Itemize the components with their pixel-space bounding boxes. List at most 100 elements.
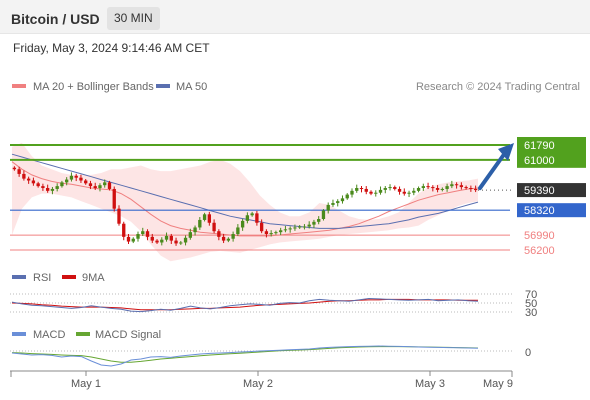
candle-body (136, 234, 140, 239)
candle-body (60, 182, 64, 187)
rsi-tick-70: 70 (525, 289, 537, 301)
candle-body (145, 231, 150, 237)
x-axis: May 1 May 2 May 3 May 9 (10, 370, 513, 390)
last-price-label: 59390 (524, 185, 555, 197)
research-credit: Research © 2024 Trading Central (416, 81, 580, 93)
candle-body (298, 226, 302, 228)
candle-body (336, 201, 340, 204)
candle-body (440, 188, 445, 190)
candle-body (393, 187, 397, 189)
candle-body (378, 189, 383, 193)
candle-body (79, 177, 83, 181)
pivot-label-box (517, 203, 586, 218)
macd-line (11, 345, 479, 367)
candle-body (307, 224, 311, 227)
candle-body (88, 183, 93, 187)
candle-body (317, 219, 321, 222)
candle-body (293, 227, 297, 229)
candle-body (150, 236, 154, 241)
candle-body (188, 232, 192, 238)
instrument-title: Bitcoin / USD (11, 11, 100, 27)
pivot-label: 58320 (524, 205, 555, 217)
candle-body (250, 213, 254, 216)
price-levels (10, 144, 512, 251)
candle-body (369, 191, 373, 194)
price-legend: MA 20 + Bollinger Bands MA 50 (12, 81, 207, 93)
resistance-label-box-61000 (517, 151, 586, 168)
candle-body (41, 186, 45, 189)
ma20-line (11, 161, 479, 237)
candle-body (388, 187, 392, 189)
candle-body (364, 188, 368, 192)
resistance-label-box-61790 (517, 137, 586, 153)
candle-body (98, 185, 102, 189)
candle-body (93, 186, 97, 189)
x-tick-label: May 9 (483, 378, 513, 390)
rsi-legend-label: RSI (33, 272, 51, 284)
forecast-arrow-head (498, 143, 514, 161)
rsi-legend-swatch (12, 275, 26, 279)
macd-legend-swatch (12, 332, 26, 336)
candle-body (141, 231, 145, 235)
macd-signal-line (11, 346, 479, 363)
candle-body (198, 219, 202, 228)
candle-body (340, 198, 345, 202)
ma50-line (11, 153, 479, 229)
candle-body (345, 194, 349, 199)
candle-body (12, 167, 17, 170)
candle-body (255, 213, 259, 223)
candle-body (283, 229, 288, 231)
resistance-label-61790: 61790 (524, 140, 555, 152)
support-label-56200: 56200 (524, 245, 555, 257)
candle-body (22, 173, 26, 179)
candle-body (226, 238, 231, 241)
candle-body (155, 240, 159, 243)
candle-body (202, 214, 207, 220)
candle-body (397, 188, 402, 192)
candle-body (407, 192, 411, 194)
ma20-legend-swatch (12, 84, 26, 88)
candle-body (17, 169, 21, 174)
candle-body (103, 182, 107, 186)
candle-body (473, 188, 478, 191)
candle-body (326, 204, 330, 211)
candle-body (174, 240, 178, 244)
x-tick-label: May 1 (71, 378, 101, 390)
rsi-line (11, 297, 479, 313)
candle-body (131, 238, 135, 242)
candle-body (117, 208, 121, 224)
candle-body (26, 178, 31, 181)
macd-panel: 0 (10, 345, 531, 367)
rsi-ma-legend-label: 9MA (82, 272, 105, 284)
level-labels: 61790 61000 59390 58320 56990 56200 (517, 137, 586, 257)
forecast-arrow-shaft (478, 151, 507, 191)
macd-signal-legend-swatch (76, 332, 90, 336)
x-tick-label: May 2 (243, 378, 273, 390)
candle-body (84, 180, 88, 184)
candle-body (412, 190, 416, 193)
candle-body (383, 188, 387, 190)
candle-body (435, 188, 440, 190)
candle-body (245, 215, 250, 221)
candle-body (160, 239, 164, 243)
rsi-ma-legend-swatch (62, 275, 76, 279)
candle-body (302, 226, 307, 228)
interval-badge[interactable]: 30 MIN (107, 7, 160, 30)
candle-body (269, 233, 273, 235)
candle-body (112, 188, 116, 209)
candle-body (164, 235, 169, 240)
candle-body (126, 236, 131, 242)
candle-body (450, 184, 454, 187)
rsi-tick-30: 30 (525, 307, 537, 319)
last-price-box (517, 183, 586, 198)
rsi-tick-50: 50 (525, 298, 537, 310)
candle-body (179, 242, 183, 244)
candle-body (459, 185, 464, 188)
candle-body (259, 222, 264, 232)
candle-body (312, 221, 316, 225)
candle-body (359, 188, 364, 190)
candle-body (169, 235, 173, 241)
candle-body (350, 190, 354, 195)
candle-body (421, 186, 425, 189)
timestamp: Friday, May 3, 2024 9:14:46 AM CET (13, 41, 210, 55)
